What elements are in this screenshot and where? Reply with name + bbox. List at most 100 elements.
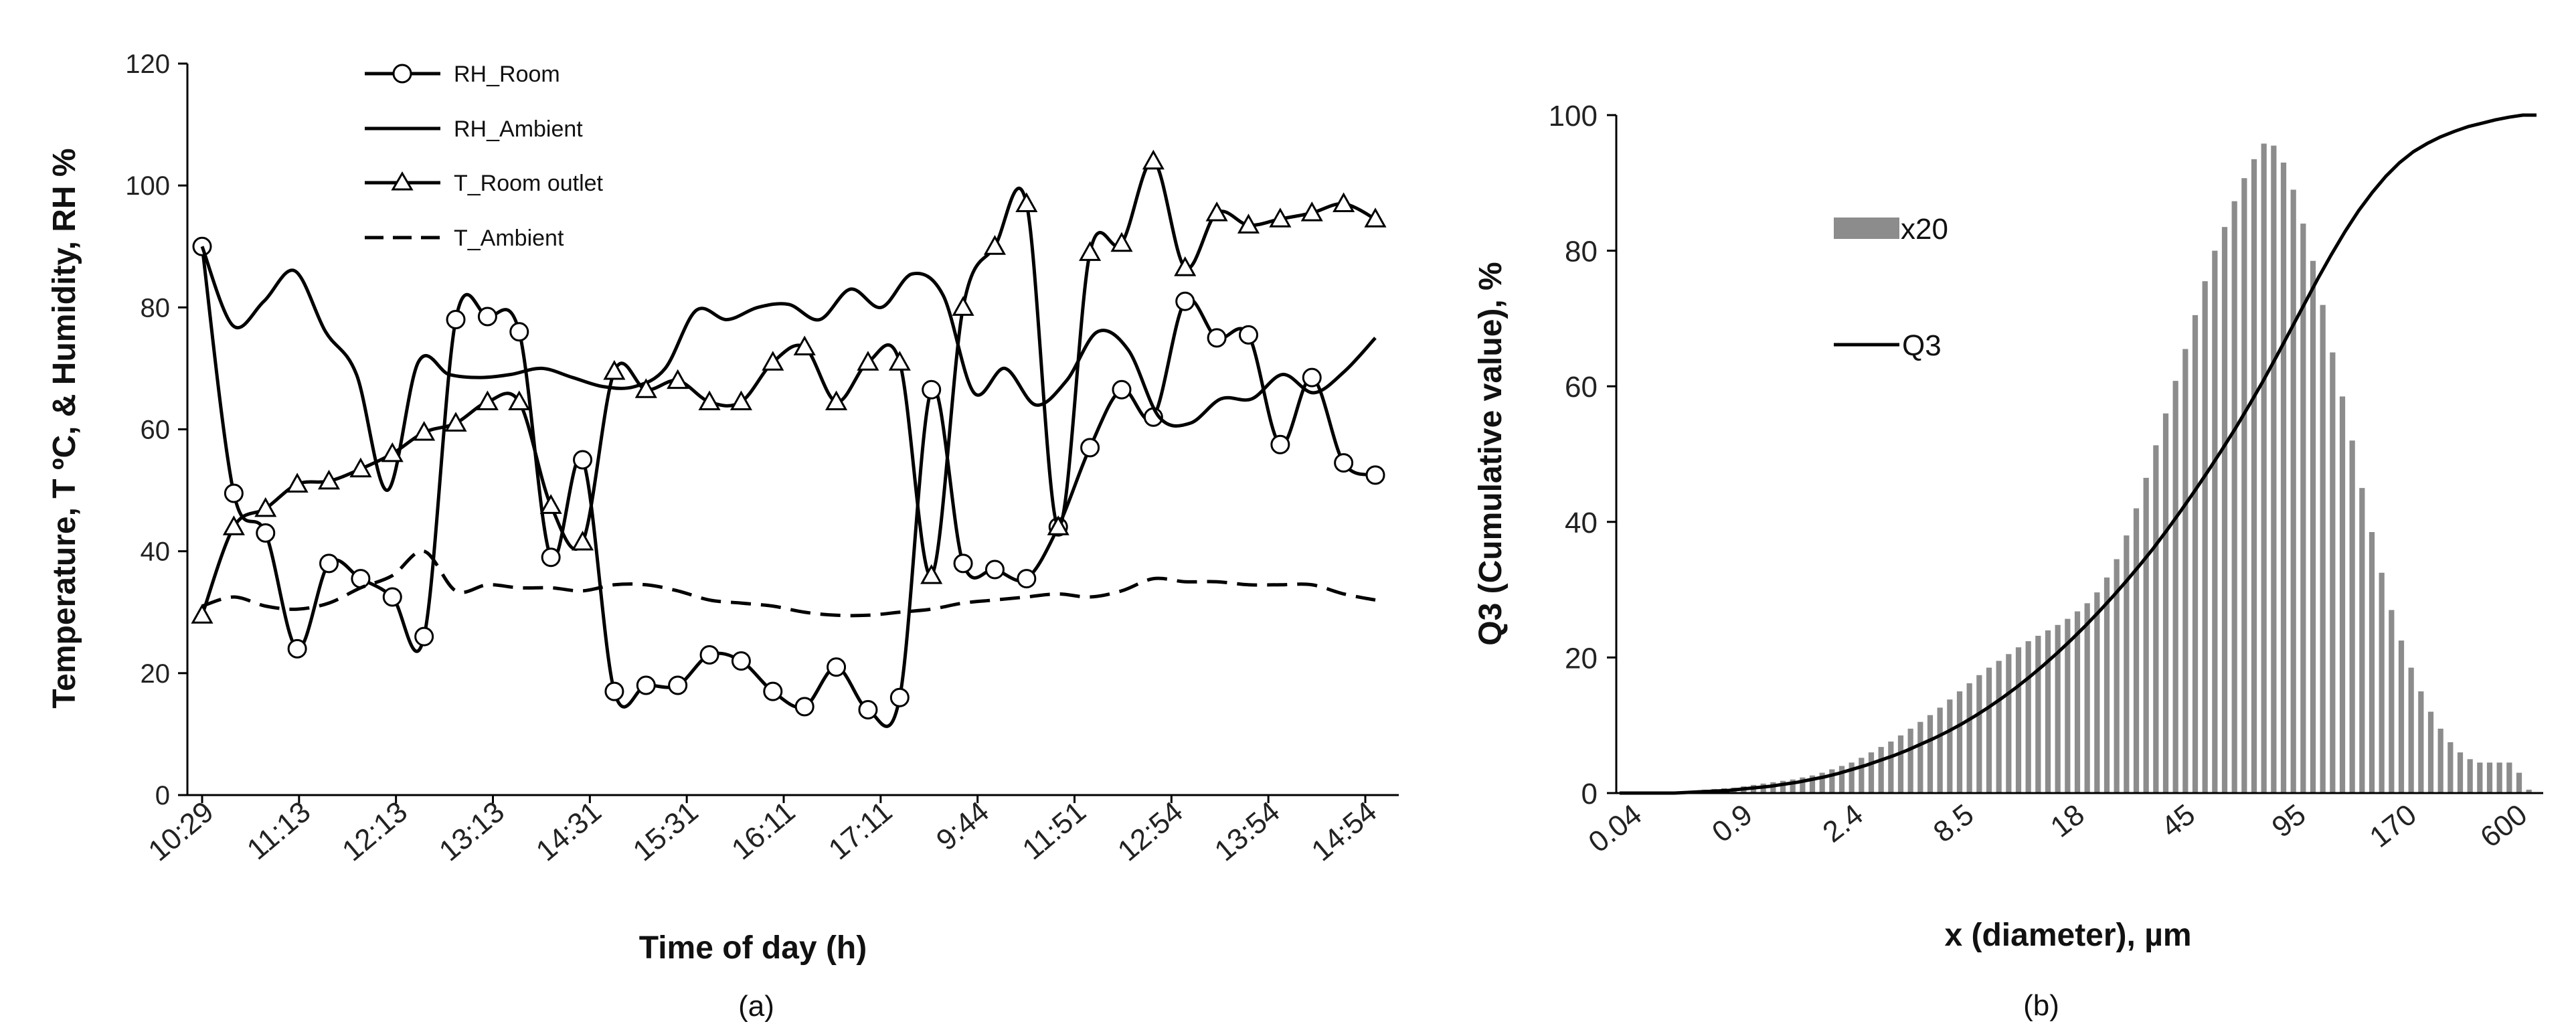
point-t-room-outlet: [381, 442, 404, 462]
bar-x20: [2006, 654, 2012, 793]
bar-x20: [1927, 715, 1934, 793]
point-rh-room: [604, 681, 624, 701]
point-t-room-outlet: [1142, 149, 1165, 170]
chart-b-x-tick-label: 0.9: [1706, 798, 1758, 849]
bar-x20: [1868, 752, 1875, 793]
chart-b-y-tick-label: 60: [1565, 371, 1598, 404]
bar-x20: [2320, 305, 2326, 793]
point-t-room-outlet: [983, 235, 1007, 255]
point-t-room-outlet: [571, 530, 594, 551]
chart-a-x-label: Time of day (h): [639, 930, 867, 966]
point-rh-room: [1175, 291, 1195, 311]
bar-x20: [2379, 572, 2385, 793]
chart-a-x-tick-label: 14:31: [530, 795, 608, 867]
chart-b-y-ticks: 0 20 40 60 80 100: [1549, 100, 1616, 810]
chart-a-x-ticks: 10:29 11:13 12:13 13:13 14:31 15:31 16:11 17:11…: [143, 795, 1383, 867]
point-t-room-outlet: [349, 457, 372, 478]
point-t-room-outlet: [952, 296, 974, 316]
legend-item-q3: Q3: [1834, 329, 1942, 362]
bar-x20: [2035, 635, 2041, 793]
point-rh-room: [573, 450, 593, 470]
series-line-t-ambient: [201, 549, 1376, 618]
chart-b-y-tick-label: 80: [1565, 236, 1598, 268]
point-t-room-outlet: [667, 369, 689, 390]
point-t-room-outlet: [1300, 201, 1323, 222]
point-rh-room: [382, 587, 402, 607]
bar-x20: [1859, 758, 1865, 793]
point-rh-room: [256, 523, 276, 543]
legend-item-t-room-outlet: T_Room outlet: [365, 171, 604, 196]
point-rh-room: [1080, 438, 1100, 458]
bar-x20: [2427, 711, 2434, 793]
bar-x20: [2084, 603, 2090, 793]
point-t-room-outlet: [1205, 201, 1228, 222]
bar-x20: [2300, 224, 2306, 794]
chart-b-x-tick-label: 8.5: [1927, 798, 1980, 849]
bar-x20: [2457, 752, 2464, 793]
bar-x20: [2330, 352, 2336, 793]
bar-x20: [2065, 618, 2071, 793]
bar-x20: [1956, 691, 1963, 793]
bar-x20: [1829, 769, 1835, 793]
bar-x20: [2143, 477, 2149, 793]
chart-a-y-label: Temperature, T ºC, & Humidity, RH %: [47, 148, 82, 708]
chart-a-legend: RH_Room RH_Ambient T_Room outlet T_Ambie…: [365, 62, 604, 251]
point-t-room-outlet: [1333, 192, 1355, 212]
chart-b-x-tick-label: 170: [2364, 798, 2423, 854]
point-t-room-outlet: [1174, 256, 1197, 276]
chart-a-x-tick-label: 11:51: [1017, 795, 1092, 866]
chart-b-x-ticks: 0.04 0.9 2.4 8.5 18 45 95 170 600: [1583, 798, 2534, 859]
point-rh-room: [351, 569, 371, 589]
series-line-t-room-outlet: [200, 159, 1377, 616]
bar-x20: [2448, 742, 2454, 793]
chart-a-x-tick-label: 13:54: [1209, 795, 1286, 867]
bar-x20: [1809, 775, 1816, 793]
bar-x20: [2202, 281, 2208, 793]
legend-label-x20: x20: [1901, 213, 1948, 246]
series-line-rh-room: [200, 246, 1376, 728]
bar-x20: [2094, 592, 2100, 793]
chart-b-x-label: x (diameter), µm: [1944, 918, 2191, 953]
chart-b-x-tick-label: 18: [2045, 798, 2091, 844]
bar-x20: [1780, 780, 1786, 793]
chart-b-y-tick-label: 0: [1581, 778, 1598, 810]
chart-a-x-tick-label: 13:13: [433, 795, 511, 867]
bar-x20: [1937, 707, 1943, 793]
chart-a-y-tick-label: 60: [141, 416, 171, 445]
chart-a-y-tick-label: 0: [155, 781, 170, 810]
bar-x20: [1849, 762, 1855, 793]
bar-x20: [2349, 440, 2355, 793]
point-t-room-outlet: [1047, 515, 1069, 535]
point-rh-room: [668, 675, 688, 695]
chart-b-x-tick-label: 2.4: [1817, 798, 1869, 849]
chart-a-x-tick-label: 11:13: [241, 795, 317, 866]
bar-x20: [2516, 772, 2522, 793]
chart-a-x-tick-label: 15:31: [627, 795, 705, 867]
point-t-room-outlet: [222, 515, 245, 535]
point-rh-room: [953, 553, 973, 574]
bar-x20: [2310, 260, 2316, 793]
point-t-room-outlet: [762, 351, 784, 371]
point-t-room-outlet: [888, 351, 911, 371]
chart-a-y-tick-label: 40: [141, 537, 171, 567]
bar-x20: [2467, 759, 2473, 793]
chart-a-x-tick-label: 12:13: [336, 795, 414, 867]
point-t-room-outlet: [444, 412, 467, 432]
chart-a: 0 20 40 60 80 100 120 10:29 11:13 12:13 13:13 14:3…: [47, 50, 1399, 1023]
chart-a-y-tick-label: 120: [125, 50, 170, 79]
point-t-room-outlet: [1015, 192, 1038, 212]
bar-x20: [1770, 782, 1776, 793]
bar-x20: [2496, 762, 2502, 793]
chart-a-y-tick-label: 80: [141, 293, 171, 323]
point-rh-room: [414, 626, 434, 647]
bar-x20: [2477, 762, 2483, 793]
chart-b-caption: (b): [2023, 989, 2059, 1022]
chart-b-bars: [1701, 143, 2532, 794]
bar-x20: [1986, 667, 1992, 793]
point-t-room-outlet: [857, 351, 879, 371]
legend-label-t-room-outlet: T_Room outlet: [454, 171, 604, 196]
bar-x20: [2261, 143, 2267, 793]
bar-x20: [2025, 641, 2031, 793]
bar-x20: [2398, 640, 2405, 793]
